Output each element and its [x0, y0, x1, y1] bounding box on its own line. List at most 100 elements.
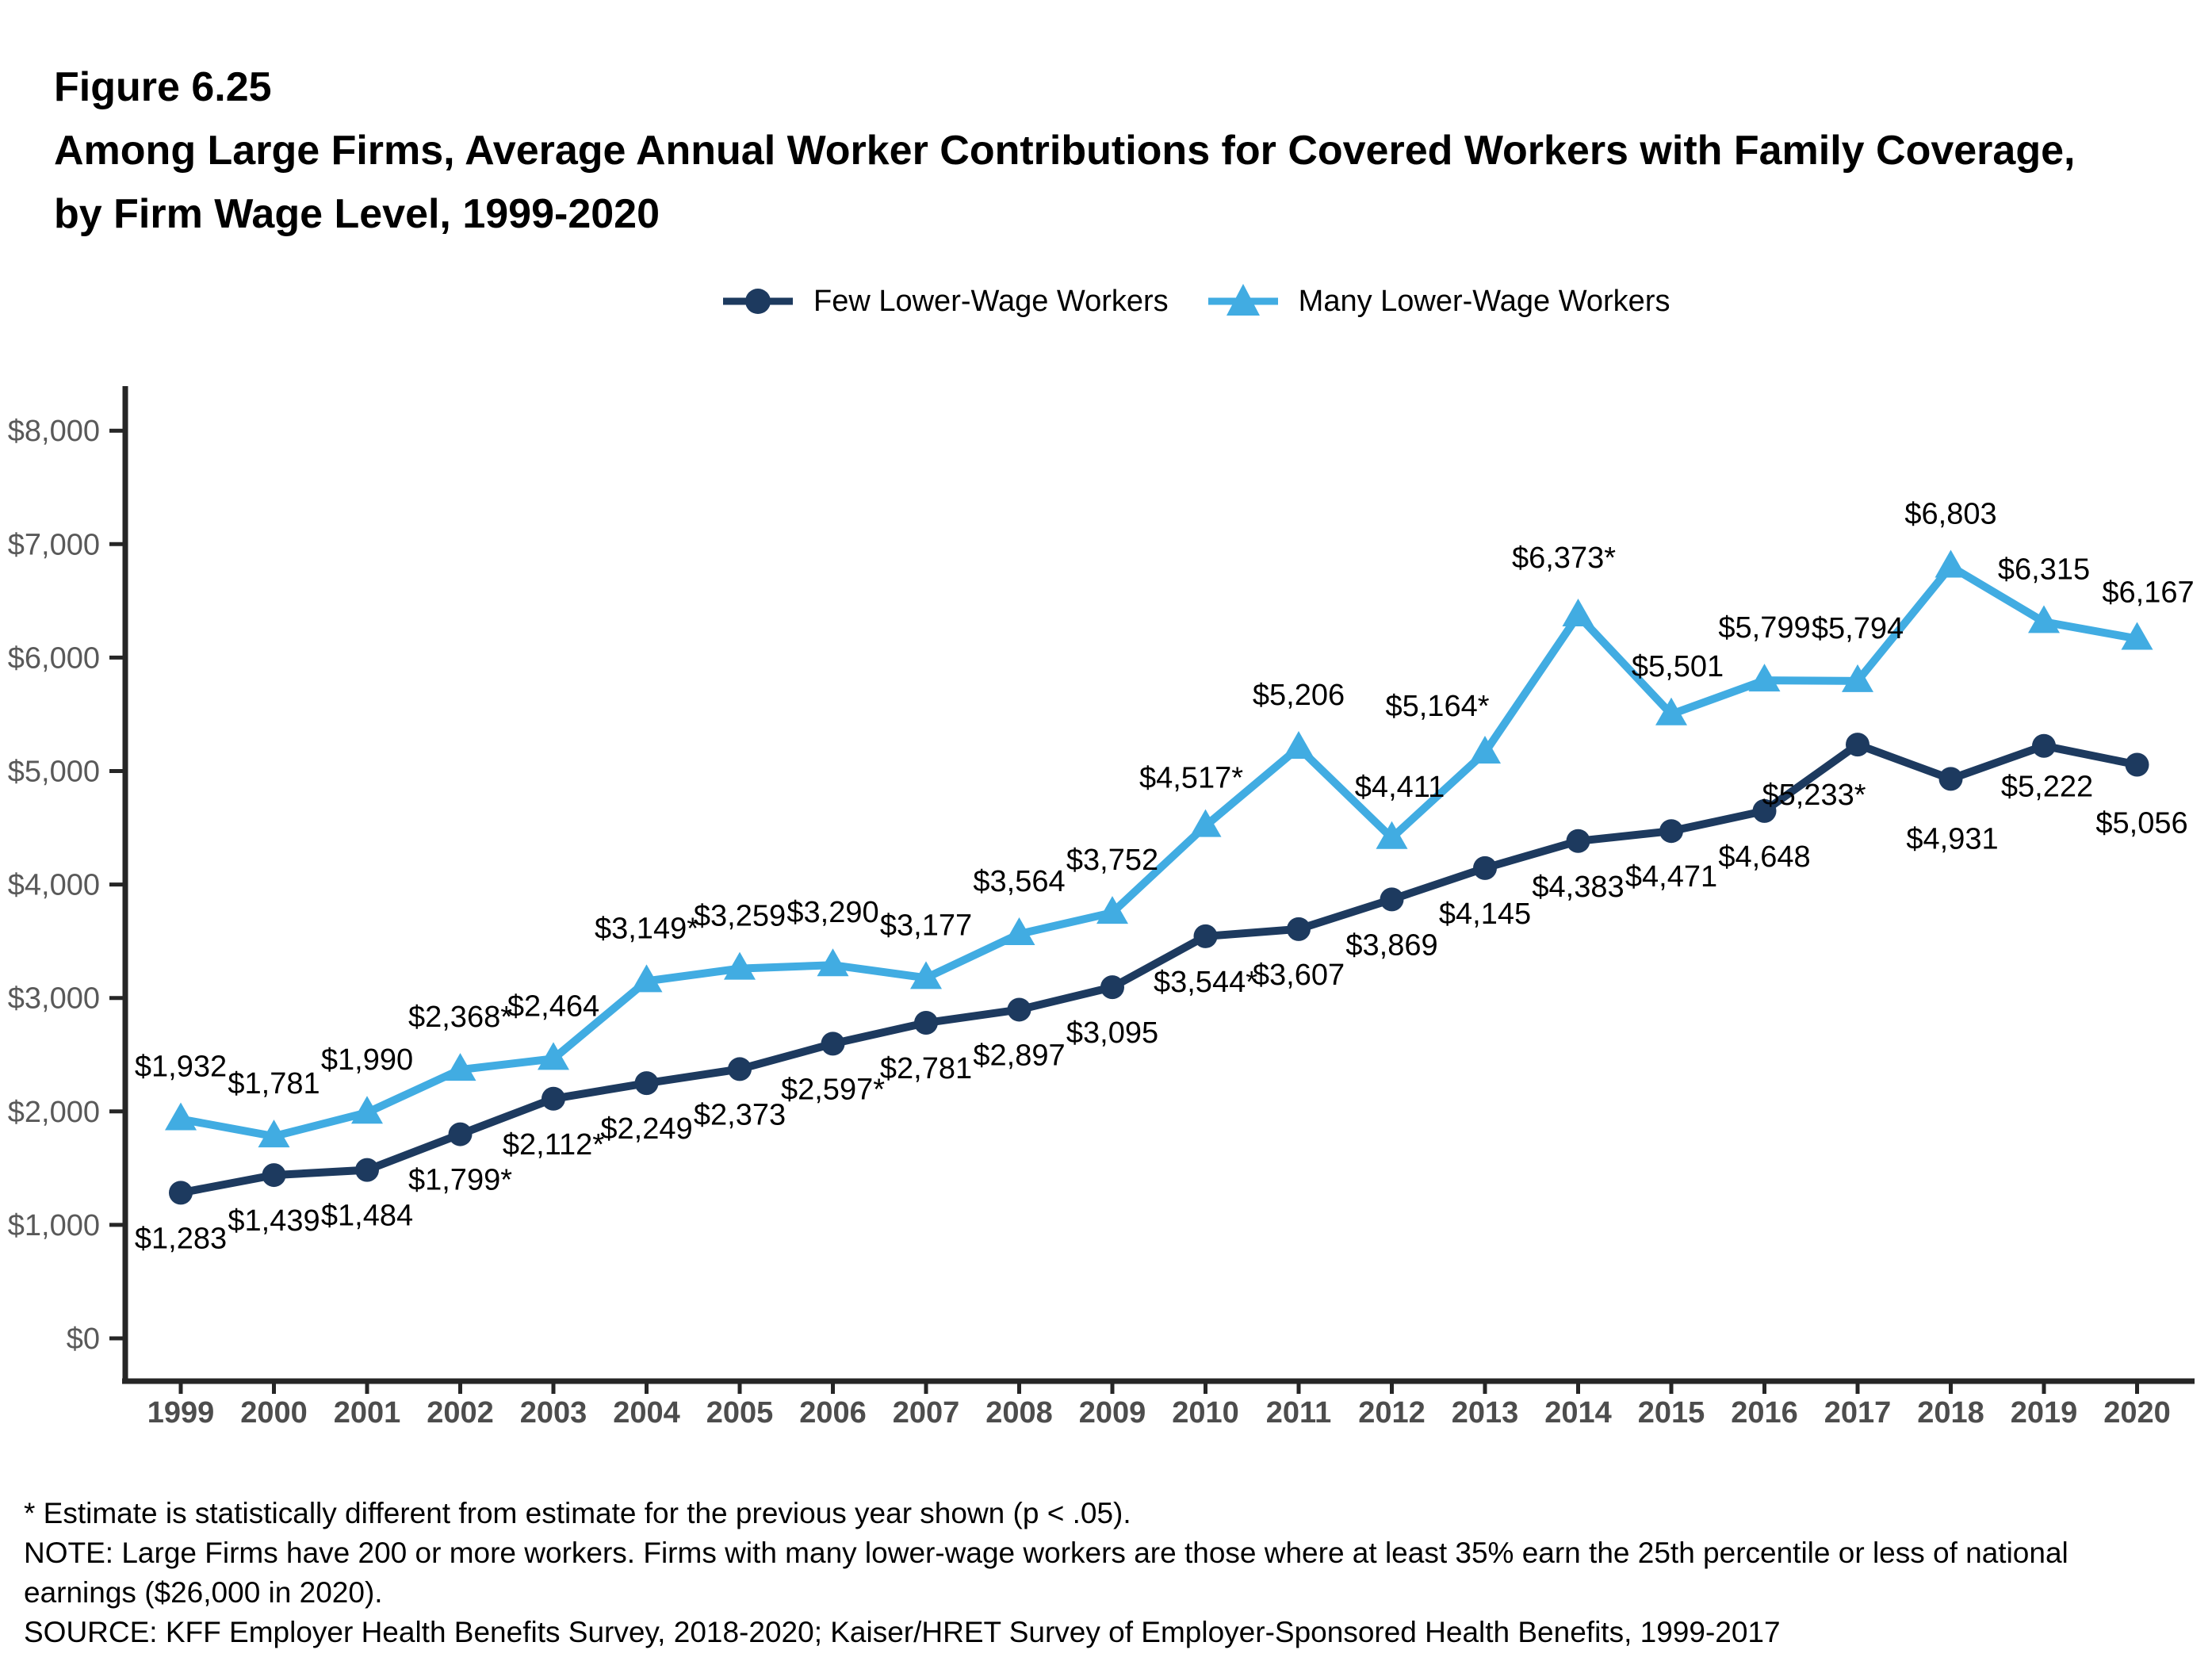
data-point-label: $4,931 [1906, 822, 1998, 855]
data-point-label: $2,368* [408, 1001, 512, 1034]
x-axis-tick-label: 2014 [1544, 1396, 1612, 1430]
legend-label-many-lower-wage: Many Lower-Wage Workers [1298, 284, 1670, 318]
data-point-triangle-marker [1189, 809, 1222, 837]
x-axis-tick-label: 2005 [706, 1396, 774, 1430]
legend-line-circle-marker-icon [723, 289, 793, 314]
y-axis-tick-label: $7,000 [8, 528, 100, 561]
data-point-label: $3,752 [1066, 844, 1158, 877]
data-point-triangle-marker [1935, 549, 1967, 578]
data-point-label: $1,799* [408, 1164, 512, 1197]
data-point-label: $6,167 [2102, 576, 2194, 610]
data-point-circle-marker [1287, 917, 1311, 941]
data-point-label: $5,164* [1385, 690, 1489, 723]
y-axis-tick-label: $3,000 [8, 982, 100, 1016]
footnote-note: NOTE: Large Firms have 200 or more worke… [24, 1537, 2068, 1609]
data-point-label: $3,544* [1154, 966, 1257, 999]
x-axis-tick-label: 2018 [1917, 1396, 1984, 1430]
series-few-lower-wage [169, 733, 2149, 1205]
data-point-triangle-marker [1655, 697, 1687, 725]
data-point-circle-marker [2032, 733, 2056, 758]
data-point-triangle-marker [1842, 664, 1873, 692]
data-point-triangle-marker [1562, 599, 1594, 627]
data-point-label: $4,471 [1625, 860, 1717, 894]
data-point-label: $3,177 [880, 909, 972, 942]
data-point-label: $3,149* [595, 912, 698, 945]
series-labels-few-lower-wage: $1,283$1,439 $1,484$1,799*$2,112*$2,249 $2… [135, 771, 2188, 1256]
series-labels-many-lower-wage: $1,932$1,781$1,990$2,368*$2,464$3,149*$3… [135, 497, 2195, 1100]
data-point-label: $6,373* [1512, 542, 1616, 575]
figure-number: Figure 6.25 [54, 64, 272, 110]
data-point-circle-marker [1100, 975, 1124, 1000]
figure-title: Among Large Firms, Average Annual Worker… [54, 128, 2076, 237]
x-axis-tick-label: 2009 [1079, 1396, 1146, 1430]
data-point-circle-marker [1938, 767, 1963, 791]
x-axis-tick-label: 2013 [1452, 1396, 1519, 1430]
data-point-label: $5,056 [2095, 806, 2187, 840]
x-axis-tick-label: 2020 [2103, 1396, 2171, 1430]
data-point-circle-marker [1473, 855, 1497, 880]
data-point-label: $1,283 [135, 1222, 227, 1255]
x-axis-tick-label: 2002 [427, 1396, 494, 1430]
data-point-circle-marker [2125, 752, 2149, 777]
data-point-circle-marker [1846, 733, 1869, 757]
x-axis-tick-label: 2010 [1172, 1396, 1239, 1430]
data-point-label: $1,932 [135, 1051, 227, 1084]
data-point-circle-marker [1752, 798, 1777, 823]
data-point-triangle-marker [1096, 896, 1128, 924]
data-point-triangle-marker [1283, 731, 1315, 760]
data-point-label: $6,315 [1998, 553, 2090, 586]
data-point-triangle-marker [2121, 622, 2153, 650]
series-many-lower-wage [165, 549, 2153, 1148]
data-point-label: $1,484 [321, 1200, 413, 1233]
data-point-label: $5,222 [2001, 771, 2093, 804]
data-point-label: $6,803 [1904, 497, 1996, 530]
y-axis-tick-label: $6,000 [8, 641, 100, 675]
data-point-triangle-marker [817, 948, 849, 977]
data-point-label: $5,233* [1762, 779, 1866, 812]
axes: $0 $1,000 $2,000 $3,000 $4,000 $5,000 $6,000 $7… [8, 386, 2195, 1430]
data-point-label: $2,373 [694, 1098, 786, 1131]
x-axis-tick-label: 2003 [520, 1396, 587, 1430]
data-point-label: $5,799 [1718, 611, 1810, 645]
data-point-circle-marker [448, 1122, 473, 1146]
data-point-label: $2,464 [507, 989, 599, 1023]
y-axis-tick-label: $0 [67, 1322, 100, 1356]
data-point-triangle-marker [351, 1096, 383, 1124]
data-point-triangle-marker [1748, 664, 1781, 692]
y-axis-tick-label: $4,000 [8, 869, 100, 902]
x-axis-tick-label: 1999 [147, 1396, 215, 1430]
data-point-circle-marker [634, 1071, 659, 1096]
data-point-triangle-marker [258, 1120, 290, 1148]
data-point-label: $4,411 [1355, 771, 1445, 804]
y-axis-tick-label: $2,000 [8, 1096, 100, 1129]
x-axis-tick-label: 2006 [799, 1396, 867, 1430]
data-point-triangle-marker [1376, 821, 1408, 849]
data-point-label: $2,249 [600, 1112, 692, 1146]
data-point-circle-marker [169, 1181, 193, 1205]
x-axis-tick-label: 2017 [1824, 1396, 1892, 1430]
data-point-label: $2,597* [781, 1073, 885, 1106]
x-axis-tick-label: 2019 [2011, 1396, 2078, 1430]
data-point-label: $4,648 [1718, 840, 1810, 874]
data-point-triangle-marker [538, 1042, 569, 1070]
legend-label-few-lower-wage: Few Lower-Wage Workers [813, 284, 1169, 318]
data-point-circle-marker [262, 1163, 286, 1188]
legend: Few Lower-Wage Workers Many Lower-Wage W… [720, 279, 1670, 323]
data-point-label: $5,794 [1812, 612, 1904, 645]
data-point-circle-marker [1659, 819, 1683, 844]
x-axis-tick-label: 2012 [1358, 1396, 1426, 1430]
series-line [180, 740, 2138, 1197]
legend-item-few-lower-wage: Few Lower-Wage Workers [720, 279, 1169, 323]
footnote-asterisk: * Estimate is statistically different fr… [24, 1497, 1131, 1529]
y-axis-tick-label: $5,000 [8, 756, 100, 789]
x-axis-tick-label: 2000 [240, 1396, 308, 1430]
data-point-label: $3,869 [1345, 928, 1437, 962]
data-point-label: $1,439 [228, 1204, 320, 1238]
x-axis-tick-label: 2001 [334, 1396, 401, 1430]
data-point-circle-marker [914, 1011, 938, 1035]
data-point-circle-marker [1193, 924, 1218, 948]
data-point-label: $2,897 [973, 1039, 1065, 1072]
x-axis-tick-label: 2008 [985, 1396, 1053, 1430]
data-point-circle-marker [1007, 997, 1031, 1022]
